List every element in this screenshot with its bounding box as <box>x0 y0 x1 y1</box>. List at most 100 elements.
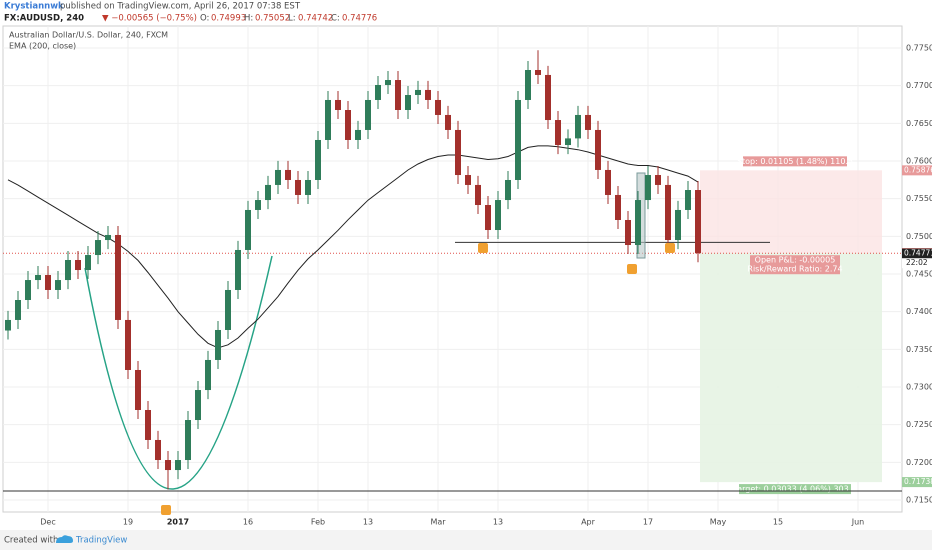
candle-body <box>595 129 601 170</box>
candle-body <box>145 409 151 440</box>
x-tick-label: Jun <box>851 518 865 527</box>
candle-body <box>385 80 391 85</box>
candle-body <box>345 110 351 140</box>
candle-body <box>75 259 81 271</box>
candle-body <box>225 289 231 330</box>
candle-body <box>485 205 491 231</box>
price-label-bg <box>902 165 932 176</box>
candle-body <box>305 179 311 195</box>
x-tick-label: 17 <box>643 518 653 527</box>
candle-body <box>45 274 51 290</box>
stop-label: Stop: 0.01105 (1.48%) 110.5 <box>737 157 853 166</box>
candle-body <box>535 69 541 75</box>
candle-body <box>285 169 291 180</box>
x-tick-label: Feb <box>311 518 325 527</box>
x-tick-label: 13 <box>363 518 373 527</box>
x-tick-label: Apr <box>581 518 596 527</box>
check-marker <box>665 243 675 253</box>
candle-body <box>555 120 561 146</box>
close-label: C: <box>331 14 340 24</box>
candle-body <box>615 194 621 220</box>
candle-body <box>255 200 261 210</box>
author: Krystiannwk <box>4 2 64 12</box>
price-label: 0.71738 <box>904 477 932 486</box>
candle-body <box>65 259 71 281</box>
candle-body <box>205 359 211 391</box>
candle-body <box>15 300 21 320</box>
candle-body <box>565 138 571 146</box>
pnl-label: Open P&L: -0.00005 <box>755 256 836 265</box>
candle-body <box>655 175 661 185</box>
candle-body <box>155 439 161 461</box>
candle-body <box>325 99 331 140</box>
target-label: Target: 0.03033 (4.06%) 303.3 <box>733 485 857 494</box>
footer-bar <box>0 530 932 550</box>
candle-body <box>315 139 321 180</box>
candle-body <box>415 89 421 96</box>
pnl-label-bg <box>750 255 840 275</box>
low-value: 0.74742 <box>298 14 333 24</box>
price-label-bg <box>902 248 932 259</box>
candle-body <box>215 329 221 360</box>
candle-body <box>675 209 681 241</box>
candle-body <box>495 200 501 231</box>
candle-body <box>645 175 651 201</box>
chart-subtitle: EMA (200, close) <box>9 42 76 51</box>
candle-body <box>55 280 61 290</box>
time-label-bg <box>902 258 932 269</box>
published: published on TradingView.com, April 26, … <box>60 2 301 12</box>
x-tick-label: 13 <box>493 518 503 527</box>
candle-body <box>165 460 171 471</box>
high-value: 0.75052 <box>255 14 290 24</box>
candle-body <box>245 209 251 250</box>
plot-frame <box>2 25 903 513</box>
candle-body <box>425 89 431 100</box>
symbol: FX:AUDUSD, 240 <box>4 14 84 24</box>
candle-body <box>545 74 551 121</box>
x-tick-label: 15 <box>773 518 783 527</box>
candle-body <box>505 179 511 201</box>
price-label: 0.74771 <box>904 249 932 258</box>
candle-body <box>695 190 701 254</box>
stop-label-bg <box>743 156 847 167</box>
candle-body <box>25 280 31 301</box>
candle-body <box>635 200 641 246</box>
candle-body <box>185 420 191 461</box>
candle-body <box>395 80 401 111</box>
price-label-bg <box>902 477 932 488</box>
candle-body <box>625 219 631 246</box>
cup-curve <box>84 255 273 490</box>
candle-body <box>405 95 411 111</box>
candle-body <box>195 390 201 421</box>
candle-body <box>85 255 91 271</box>
candle-body <box>465 175 471 185</box>
stop-zone <box>700 170 882 254</box>
candle-body <box>455 129 461 176</box>
brand-logo <box>56 535 73 543</box>
candle-body <box>95 240 101 256</box>
candle-body <box>355 129 361 140</box>
x-tick-label: Dec <box>40 518 55 527</box>
change: ▼ −0.00565 (−0.75%) <box>102 14 197 24</box>
check-marker <box>478 243 488 253</box>
price-label: 0.75876 <box>904 165 932 174</box>
check-marker <box>627 264 637 274</box>
chart-title: Australian Dollar/U.S. Dollar, 240, FXCM <box>9 31 168 40</box>
candle-body <box>665 184 671 241</box>
x-tick-label: 19 <box>123 518 133 527</box>
rr-label: Risk/Reward Ratio: 2.74 <box>747 265 842 274</box>
time-label: 22:02 <box>906 258 928 267</box>
